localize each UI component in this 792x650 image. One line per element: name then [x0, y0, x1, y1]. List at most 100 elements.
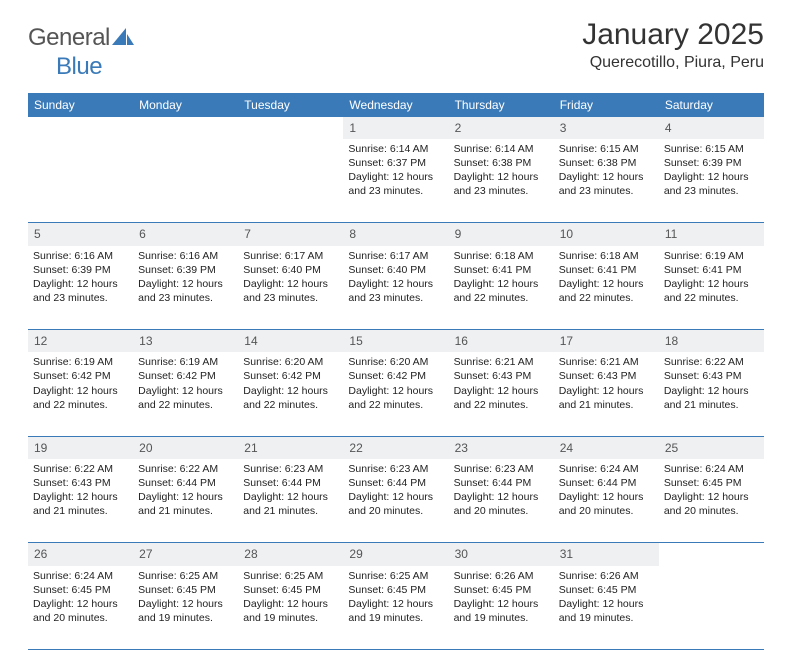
daynum-row: 262728293031 — [28, 543, 764, 566]
day-sunrise: Sunrise: 6:16 AM — [33, 249, 128, 263]
day-day1: Daylight: 12 hours — [559, 597, 654, 611]
day-day1: Daylight: 12 hours — [559, 277, 654, 291]
daynum-cell: 8 — [343, 223, 448, 246]
daynum-cell: 4 — [659, 117, 764, 139]
daynum-row: 1234 — [28, 117, 764, 139]
day-day1: Daylight: 12 hours — [33, 597, 128, 611]
day-day2: and 23 minutes. — [348, 291, 443, 305]
daynum-cell: 25 — [659, 436, 764, 459]
day-sunset: Sunset: 6:40 PM — [348, 263, 443, 277]
info-row: Sunrise: 6:16 AMSunset: 6:39 PM Daylight:… — [28, 246, 764, 330]
day-sunrise: Sunrise: 6:22 AM — [33, 462, 128, 476]
day-day1: Daylight: 12 hours — [348, 597, 443, 611]
day-cell — [133, 139, 238, 223]
day-cell: Sunrise: 6:16 AMSunset: 6:39 PMDaylight:… — [28, 246, 133, 330]
day-sunrise: Sunrise: 6:24 AM — [33, 569, 128, 583]
day-cell: Sunrise: 6:23 AMSunset: 6:44 PMDaylight:… — [343, 459, 448, 543]
brand-name: General Blue — [28, 24, 134, 81]
day-cell: Sunrise: 6:14 AMSunset: 6:38 PMDaylight:… — [449, 139, 554, 223]
day-day1: Daylight: 12 hours — [559, 384, 654, 398]
day-day1: Daylight: 12 hours — [33, 384, 128, 398]
day-sunset: Sunset: 6:40 PM — [243, 263, 338, 277]
day-sunset: Sunset: 6:44 PM — [243, 476, 338, 490]
day-day1: Daylight: 12 hours — [348, 277, 443, 291]
day-day2: and 21 minutes. — [559, 398, 654, 412]
day-sunrise: Sunrise: 6:19 AM — [138, 355, 233, 369]
daynum-cell: 24 — [554, 436, 659, 459]
day-day2: and 19 minutes. — [454, 611, 549, 625]
daynum-cell — [133, 117, 238, 139]
day-day1: Daylight: 12 hours — [348, 384, 443, 398]
day-sunrise: Sunrise: 6:14 AM — [348, 142, 443, 156]
day-sunrise: Sunrise: 6:18 AM — [454, 249, 549, 263]
daynum-cell: 17 — [554, 330, 659, 353]
day-day1: Daylight: 12 hours — [454, 597, 549, 611]
info-row: Sunrise: 6:22 AMSunset: 6:43 PMDaylight:… — [28, 459, 764, 543]
day-day2: and 22 minutes. — [243, 398, 338, 412]
weekday-header: Monday — [133, 93, 238, 117]
day-day2: and 21 minutes. — [664, 398, 759, 412]
day-cell — [238, 139, 343, 223]
daynum-cell: 11 — [659, 223, 764, 246]
day-cell: Sunrise: 6:22 AMSunset: 6:44 PMDaylight:… — [133, 459, 238, 543]
day-sunset: Sunset: 6:37 PM — [348, 156, 443, 170]
day-sunrise: Sunrise: 6:26 AM — [559, 569, 654, 583]
day-sunset: Sunset: 6:45 PM — [559, 583, 654, 597]
day-sunrise: Sunrise: 6:20 AM — [348, 355, 443, 369]
day-day2: and 19 minutes. — [243, 611, 338, 625]
day-cell: Sunrise: 6:19 AMSunset: 6:41 PMDaylight:… — [659, 246, 764, 330]
daynum-cell: 7 — [238, 223, 343, 246]
daynum-row: 19202122232425 — [28, 436, 764, 459]
weekday-header: Thursday — [449, 93, 554, 117]
day-day2: and 21 minutes. — [33, 504, 128, 518]
daynum-cell: 15 — [343, 330, 448, 353]
daynum-cell: 3 — [554, 117, 659, 139]
day-day1: Daylight: 12 hours — [348, 170, 443, 184]
day-cell: Sunrise: 6:24 AMSunset: 6:44 PMDaylight:… — [554, 459, 659, 543]
day-day2: and 20 minutes. — [454, 504, 549, 518]
day-day2: and 19 minutes. — [138, 611, 233, 625]
day-day2: and 21 minutes. — [243, 504, 338, 518]
day-sunset: Sunset: 6:41 PM — [664, 263, 759, 277]
day-day1: Daylight: 12 hours — [559, 170, 654, 184]
day-sunrise: Sunrise: 6:23 AM — [243, 462, 338, 476]
daynum-cell: 13 — [133, 330, 238, 353]
day-day1: Daylight: 12 hours — [664, 490, 759, 504]
day-day2: and 20 minutes. — [559, 504, 654, 518]
day-sunrise: Sunrise: 6:20 AM — [243, 355, 338, 369]
day-cell: Sunrise: 6:15 AMSunset: 6:39 PMDaylight:… — [659, 139, 764, 223]
day-sunset: Sunset: 6:42 PM — [138, 369, 233, 383]
daynum-cell — [28, 117, 133, 139]
day-day2: and 19 minutes. — [559, 611, 654, 625]
daynum-cell: 20 — [133, 436, 238, 459]
day-day2: and 22 minutes. — [664, 291, 759, 305]
day-day1: Daylight: 12 hours — [454, 384, 549, 398]
day-sunset: Sunset: 6:39 PM — [33, 263, 128, 277]
day-sunset: Sunset: 6:43 PM — [454, 369, 549, 383]
day-day1: Daylight: 12 hours — [454, 277, 549, 291]
day-day1: Daylight: 12 hours — [348, 490, 443, 504]
day-day2: and 20 minutes. — [33, 611, 128, 625]
day-sunset: Sunset: 6:42 PM — [348, 369, 443, 383]
day-sunrise: Sunrise: 6:24 AM — [559, 462, 654, 476]
day-sunrise: Sunrise: 6:15 AM — [664, 142, 759, 156]
day-cell: Sunrise: 6:16 AMSunset: 6:39 PMDaylight:… — [133, 246, 238, 330]
brand-name-a: General — [28, 24, 110, 51]
day-sunset: Sunset: 6:44 PM — [138, 476, 233, 490]
day-sunrise: Sunrise: 6:17 AM — [348, 249, 443, 263]
day-cell: Sunrise: 6:22 AMSunset: 6:43 PMDaylight:… — [28, 459, 133, 543]
daynum-cell: 22 — [343, 436, 448, 459]
day-cell: Sunrise: 6:19 AMSunset: 6:42 PMDaylight:… — [28, 352, 133, 436]
day-cell: Sunrise: 6:15 AMSunset: 6:38 PMDaylight:… — [554, 139, 659, 223]
day-sunrise: Sunrise: 6:23 AM — [454, 462, 549, 476]
day-sunset: Sunset: 6:44 PM — [454, 476, 549, 490]
day-cell: Sunrise: 6:19 AMSunset: 6:42 PMDaylight:… — [133, 352, 238, 436]
day-sunset: Sunset: 6:44 PM — [559, 476, 654, 490]
day-sunset: Sunset: 6:44 PM — [348, 476, 443, 490]
day-day1: Daylight: 12 hours — [454, 170, 549, 184]
daynum-cell: 14 — [238, 330, 343, 353]
day-sunset: Sunset: 6:42 PM — [33, 369, 128, 383]
daynum-row: 567891011 — [28, 223, 764, 246]
day-cell: Sunrise: 6:25 AMSunset: 6:45 PMDaylight:… — [133, 566, 238, 650]
day-day1: Daylight: 12 hours — [243, 490, 338, 504]
